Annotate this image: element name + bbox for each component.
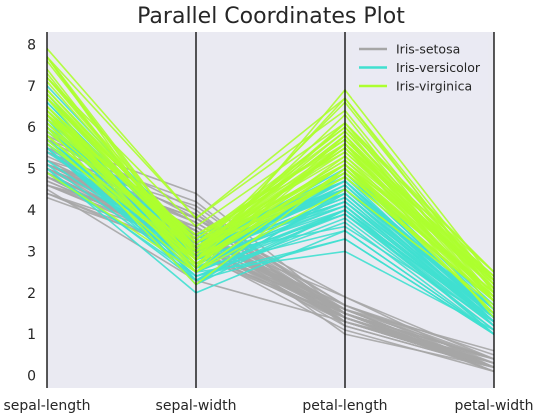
y-tick-label: 8 [27, 37, 36, 53]
data-line [46, 163, 495, 331]
legend-label: Iris-versicolor [396, 60, 481, 75]
legend-label: Iris-virginica [396, 79, 472, 94]
chart-title: Parallel Coordinates Plot [137, 4, 405, 29]
data-line [46, 172, 495, 306]
series-iris-virginica [46, 48, 495, 319]
data-line [46, 76, 495, 273]
data-line [46, 130, 495, 302]
legend-box [352, 38, 488, 100]
axis-label-sepal-length: sepal-length [4, 398, 91, 414]
y-tick-label: 4 [27, 203, 36, 219]
data-line [46, 110, 495, 286]
y-tick-label: 1 [27, 327, 36, 343]
axis-label-sepal-width: sepal-width [156, 398, 237, 414]
data-line [46, 134, 495, 298]
axis-labels: sepal-length sepal-width petal-length petal… [4, 398, 534, 414]
data-line [46, 56, 495, 286]
data-line [46, 126, 495, 315]
data-line [46, 105, 495, 294]
y-tick-label: 2 [27, 286, 36, 302]
series-lines [46, 48, 495, 373]
y-tick-label: 5 [27, 162, 36, 178]
data-line [46, 118, 495, 281]
data-line [46, 97, 495, 277]
y-tick-labels: 0 1 2 3 4 5 6 7 8 [27, 37, 36, 384]
legend-label: Iris-setosa [396, 42, 460, 57]
y-tick-label: 0 [27, 369, 36, 385]
axis-label-petal-length: petal-length [302, 398, 387, 414]
data-line [46, 147, 495, 335]
data-line [46, 97, 495, 273]
y-tick-label: 3 [27, 244, 36, 260]
data-line [46, 56, 495, 294]
legend: Iris-setosa Iris-versicolor Iris-virginica [352, 38, 488, 100]
vertical-axes [46, 32, 495, 388]
axis-label-petal-width: petal-width [454, 398, 533, 414]
y-tick-label: 7 [27, 79, 36, 95]
data-line [46, 147, 495, 323]
y-tick-label: 6 [27, 120, 36, 136]
data-line [46, 167, 495, 335]
